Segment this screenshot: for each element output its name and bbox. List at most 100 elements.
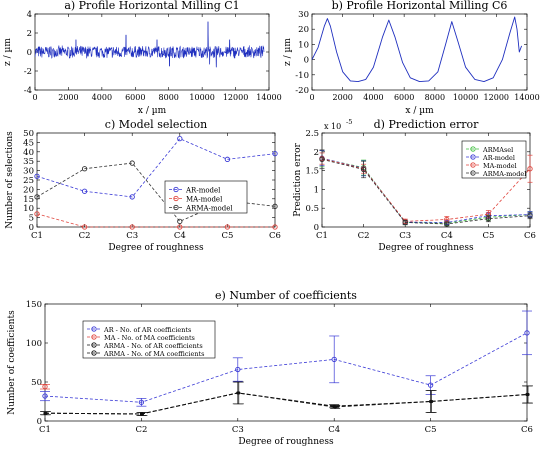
data-point — [319, 156, 325, 162]
legend-swatch-marker — [173, 195, 179, 202]
legend-label: ARMA - No. of AR coefficients — [103, 342, 203, 350]
x-tick-label: C3 — [126, 231, 138, 241]
x-tick-label: 10000 — [189, 93, 214, 102]
x-tick-label: 0 — [309, 93, 314, 102]
series-line-0 — [44, 332, 528, 403]
y-tick-label: 25 — [23, 176, 34, 186]
y-tick-label: 50 — [31, 378, 42, 388]
y-tick-label: 1.5 — [305, 167, 319, 177]
series-line-0 — [36, 138, 276, 198]
series-line-2 — [44, 392, 528, 415]
data-point — [235, 366, 241, 373]
chart-panel-a: a) Profile Horizontal Milling C1 x / µm z … — [3, 0, 282, 116]
data-point — [272, 224, 278, 230]
chart-title: d) Prediction error — [374, 118, 480, 131]
data-point — [129, 160, 135, 166]
legend-swatch-marker — [91, 326, 97, 332]
data-point — [527, 166, 533, 172]
profile-line — [311, 16, 523, 83]
y-tick-label: 0 — [37, 417, 42, 427]
x-tick-label: 6000 — [394, 93, 414, 102]
data-point — [34, 194, 40, 200]
series-line-3 — [321, 158, 531, 225]
y-tick-label: -2 — [24, 67, 32, 77]
series-line-2 — [36, 162, 276, 222]
x-tick-label: C4 — [174, 231, 186, 241]
legend-label: AR-model — [482, 154, 515, 162]
y-tick-label: 0 — [29, 223, 34, 233]
y-tick-label: 150 — [26, 300, 42, 310]
x-tick-label: C6 — [524, 231, 536, 241]
x-tick-label: 12000 — [484, 93, 509, 102]
chart-panel-b: b) Profile Horizontal Milling C6 x / µm z … — [283, 0, 540, 116]
data-point — [129, 194, 135, 200]
x-tick-label: C6 — [521, 425, 533, 435]
y-tick-label: -10 — [295, 71, 309, 81]
chart-title: c) Model selection — [105, 118, 207, 131]
y-tick-label: 40 — [23, 148, 34, 158]
x-tick-label: C1 — [31, 231, 43, 241]
y-tick-label: 30 — [23, 167, 34, 177]
y-tick-label: 0 — [304, 56, 309, 66]
y-axis-label: Number of coefficients — [7, 310, 17, 415]
y-tick-label: 2.5 — [305, 129, 319, 139]
y-tick-label: 50 — [23, 129, 34, 139]
x-tick-label: C1 — [39, 425, 51, 435]
data-point — [34, 211, 40, 217]
y-tick-label: 0 — [27, 48, 32, 58]
y-exponent-label: x 10 — [324, 122, 341, 131]
legend-swatch-marker — [173, 186, 179, 193]
data-point — [138, 399, 145, 405]
y-tick-label: 20 — [23, 185, 34, 195]
y-tick-label: 0.5 — [305, 204, 319, 214]
chart-panel-c: c) Model selection Degree of roughness Num… — [5, 118, 281, 253]
data-point — [526, 392, 530, 397]
data-point — [427, 382, 434, 388]
x-tick-label: C2 — [135, 425, 147, 435]
data-point — [81, 166, 88, 172]
data-point — [272, 203, 278, 209]
chart-title: e) Number of coefficients — [215, 289, 357, 302]
x-tick-label: C4 — [441, 231, 453, 241]
x-tick-label: 6000 — [125, 93, 145, 102]
y-tick-label: 20 — [298, 25, 309, 35]
data-point — [402, 219, 408, 226]
y-tick-label: 45 — [23, 138, 34, 148]
data-point — [34, 173, 40, 179]
y-axis-label: Number of selections — [5, 131, 15, 229]
legend-label: ARMAsel — [482, 146, 513, 154]
data-point — [331, 356, 337, 363]
y-tick-label: 5 — [29, 214, 34, 224]
legend-label: MA-model — [186, 196, 223, 204]
y-tick-label: 35 — [23, 157, 34, 167]
x-tick-label: 10000 — [453, 93, 478, 102]
series-line-1 — [36, 213, 275, 228]
x-tick-label: 8000 — [425, 93, 445, 102]
legend-swatch-marker — [91, 334, 97, 340]
y-tick-label: 15 — [23, 195, 34, 205]
y-tick-label: 30 — [298, 10, 309, 20]
y-exponent-power: -5 — [346, 118, 352, 126]
legend-swatch-marker — [91, 350, 97, 356]
x-tick-label: C3 — [232, 425, 244, 435]
x-tick-label: C1 — [316, 231, 328, 241]
data-point — [524, 330, 530, 336]
chart-panel-e: e) Number of coefficients Degree of rough… — [7, 289, 533, 447]
data-point — [360, 166, 367, 173]
legend-label: ARMA-model — [185, 205, 233, 213]
chart-title: a) Profile Horizontal Milling C1 — [64, 0, 239, 12]
x-tick-label: C5 — [221, 231, 233, 241]
data-point — [81, 188, 88, 194]
profile-line — [34, 21, 265, 68]
data-point — [177, 218, 183, 225]
x-tick-label: C4 — [328, 425, 340, 435]
y-tick-label: -4 — [24, 86, 32, 96]
data-point — [527, 213, 533, 219]
x-axis-label: Degree of roughness — [238, 437, 334, 447]
x-tick-label: 2000 — [333, 93, 353, 102]
x-tick-label: C2 — [79, 231, 91, 241]
y-tick-label: -20 — [295, 86, 309, 96]
chart-title: b) Profile Horizontal Milling C6 — [332, 0, 508, 12]
